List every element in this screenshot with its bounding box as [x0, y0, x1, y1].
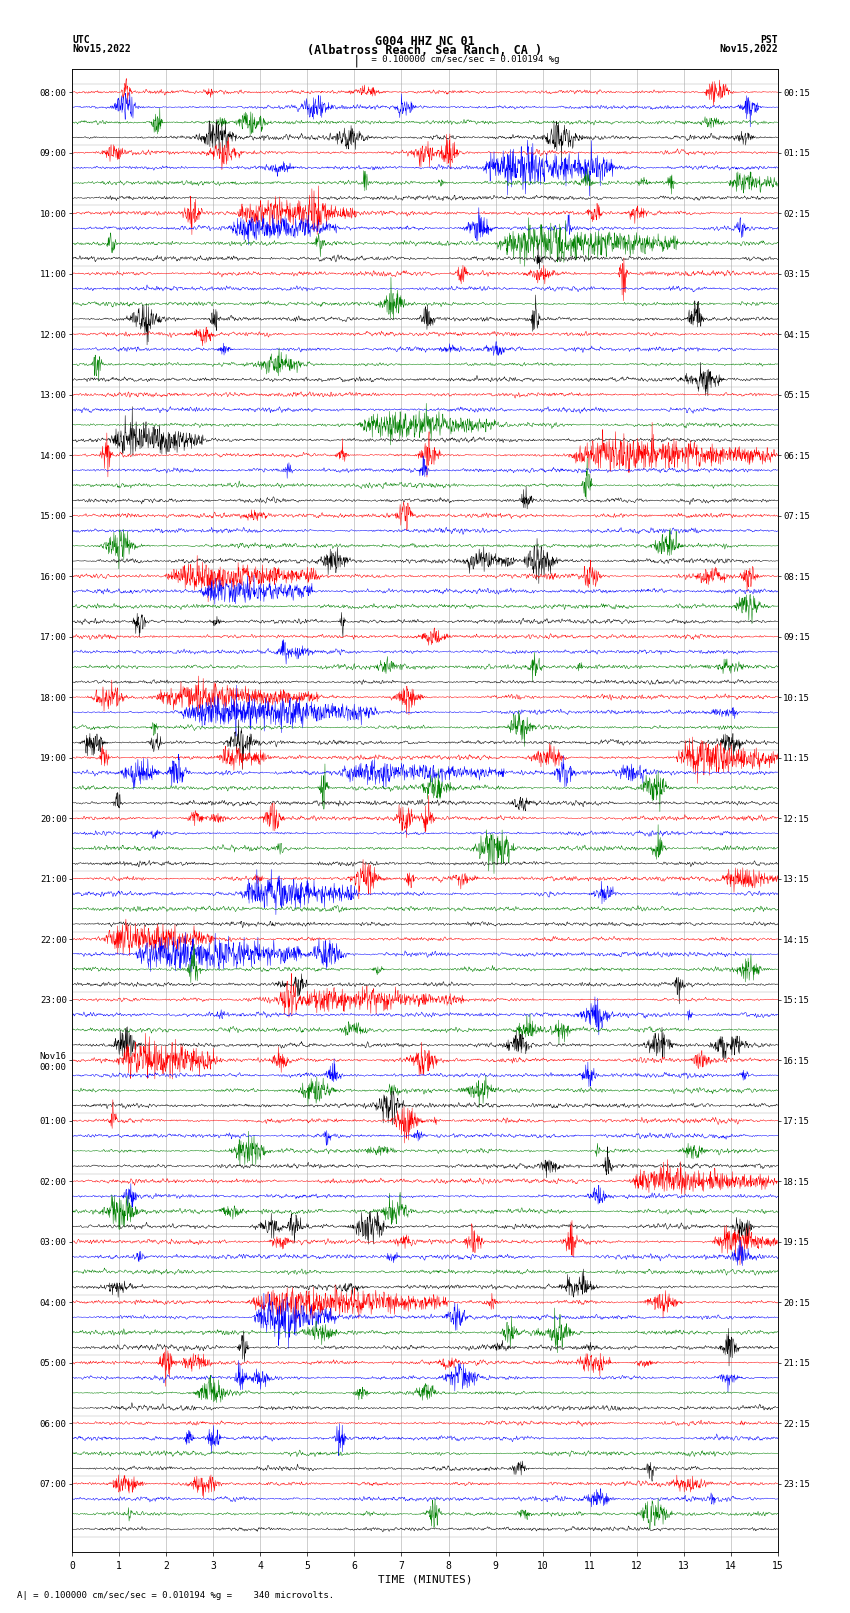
Text: A| = 0.100000 cm/sec/sec = 0.010194 %g =    340 microvolts.: A| = 0.100000 cm/sec/sec = 0.010194 %g =… — [17, 1590, 334, 1600]
Text: |: | — [354, 55, 360, 68]
Text: UTC: UTC — [72, 35, 90, 45]
Text: = 0.100000 cm/sec/sec = 0.010194 %g: = 0.100000 cm/sec/sec = 0.010194 %g — [366, 55, 559, 65]
Text: G004 HHZ NC 01: G004 HHZ NC 01 — [375, 35, 475, 48]
Text: Nov15,2022: Nov15,2022 — [719, 44, 778, 55]
Text: PST: PST — [760, 35, 778, 45]
Text: (Albatross Reach, Sea Ranch, CA ): (Albatross Reach, Sea Ranch, CA ) — [308, 44, 542, 58]
X-axis label: TIME (MINUTES): TIME (MINUTES) — [377, 1574, 473, 1586]
Text: Nov15,2022: Nov15,2022 — [72, 44, 131, 55]
